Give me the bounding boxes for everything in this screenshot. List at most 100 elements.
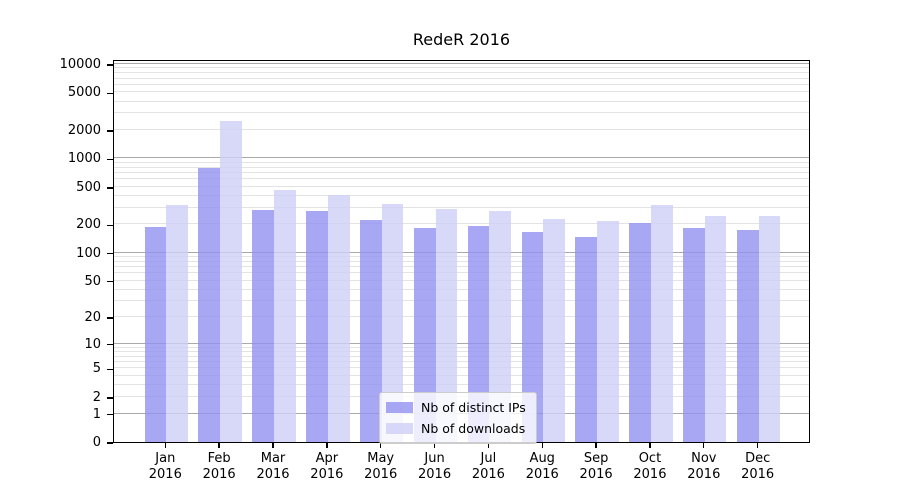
gridline-minor (114, 355, 809, 357)
y-tick-label-1: 1 (92, 406, 101, 422)
legend-item-downloads: Nb of downloads (386, 418, 526, 439)
chart-title: RedeR 2016 (412, 30, 511, 49)
bar-ips-jan (144, 227, 167, 442)
x-tick-mark (326, 443, 328, 448)
x-tick-label-dec: Dec 2016 (726, 451, 790, 483)
y-tick-label-2000: 2000 (67, 123, 101, 139)
gridline-major (114, 251, 809, 253)
gridline-minor (114, 178, 809, 180)
x-tick-year: 2016 (418, 467, 452, 482)
x-tick-label-mar: Mar 2016 (241, 451, 305, 483)
x-tick-month: Mar (260, 451, 286, 466)
y-tick-mark (107, 442, 113, 444)
x-tick-mark (380, 443, 382, 448)
gridline-minor (114, 83, 809, 85)
x-tick-mark (433, 443, 436, 448)
y-tick-label-1000: 1000 (67, 151, 101, 167)
x-tick-mark (756, 443, 759, 448)
y-tick-mark (107, 413, 113, 416)
bar-downloads-nov (704, 216, 727, 442)
gridline-minor (114, 100, 809, 102)
x-tick-year: 2016 (148, 467, 182, 482)
bar-downloads-dec (758, 215, 781, 442)
x-tick-month: Jan (155, 451, 176, 466)
y-tick-mark (107, 224, 113, 227)
gridline-minor (114, 384, 809, 386)
y-tick-label-2: 2 (92, 389, 101, 405)
x-tick-year: 2016 (579, 467, 613, 482)
x-tick-year: 2016 (364, 467, 398, 482)
bar-downloads-feb (220, 121, 242, 442)
y-tick-mark (107, 252, 113, 255)
gridline-minor (114, 223, 809, 225)
bar-ips-sep (575, 237, 598, 442)
x-tick-mark (649, 443, 651, 448)
gridline-minor (114, 206, 809, 208)
bar-ips-jul (467, 225, 490, 442)
plot-area: Nb of distinct IPs Nb of downloads (113, 60, 810, 444)
x-tick-mark (703, 443, 705, 448)
gridline-minor (114, 300, 809, 302)
gridline-major (114, 63, 809, 64)
bar-downloads-sep (597, 220, 619, 442)
y-tick-label-10000: 10000 (59, 57, 101, 72)
y-axis: 10000 5000 2000 1000 500 200 100 50 20 10 5 2 1 0 (0, 57, 113, 450)
gridline-minor (114, 195, 809, 197)
gridline-minor (114, 367, 809, 369)
bar-downloads-aug (543, 219, 565, 442)
x-tick-mark (541, 443, 543, 448)
gridline-minor (114, 272, 809, 274)
x-tick-year: 2016 (202, 467, 236, 482)
gridline-major (114, 342, 809, 344)
legend-swatch-ips (386, 402, 413, 413)
x-tick-month: Jul (480, 451, 497, 466)
x-tick-mark (487, 443, 490, 448)
y-tick-label-10: 10 (84, 336, 101, 352)
gridline-minor (114, 72, 809, 74)
x-tick-year: 2016 (256, 467, 290, 482)
gridline-minor (114, 316, 809, 318)
x-tick-month: Feb (207, 451, 231, 466)
bar-ips-oct (629, 223, 651, 442)
y-tick-mark (107, 130, 113, 132)
y-tick-mark (107, 158, 113, 161)
gridline-minor (114, 255, 809, 257)
x-tick-month: Aug (529, 451, 555, 466)
bar-ips-apr (306, 210, 328, 442)
bar-downloads-jun (435, 208, 458, 442)
y-tick-label-500: 500 (76, 179, 101, 195)
gridline-minor (114, 361, 809, 363)
x-tick-month: Sep (583, 451, 609, 466)
x-tick-year: 2016 (741, 467, 775, 482)
y-tick-label-50: 50 (84, 273, 101, 289)
gridline-minor (114, 67, 809, 69)
gridline-minor (114, 161, 809, 163)
x-tick-year: 2016 (471, 467, 505, 482)
bar-downloads-mar (274, 189, 296, 442)
bar-ips-dec (736, 229, 759, 442)
gridline-major (114, 157, 809, 159)
gridline-minor (114, 266, 809, 268)
x-tick-label-apr: Apr 2016 (295, 451, 359, 483)
x-tick-year: 2016 (687, 467, 721, 482)
x-tick-month: May (367, 451, 395, 466)
y-tick-mark (107, 317, 113, 319)
bar-downloads-oct (650, 205, 673, 442)
x-tick-label-feb: Feb 2016 (187, 451, 251, 483)
y-tick-label-20: 20 (84, 310, 101, 326)
legend-label-downloads: Nb of downloads (421, 421, 526, 436)
x-tick-label-sep: Sep 2016 (564, 451, 628, 483)
gridline-minor (114, 185, 809, 187)
bar-downloads-jan (166, 204, 188, 442)
bar-downloads-may (381, 203, 404, 442)
x-tick-mark (595, 443, 597, 448)
gridline-minor (114, 350, 809, 352)
x-tick-label-may: May 2016 (349, 451, 413, 483)
gridline-minor (114, 288, 809, 290)
x-axis: Jan 2016 Feb 2016 Mar 2016 Apr 2016 May 2016 Jun 20… (113, 443, 810, 493)
y-tick-label-200: 200 (76, 217, 101, 233)
y-tick-mark (107, 280, 113, 283)
bar-ips-jun (413, 227, 436, 442)
legend: Nb of distinct IPs Nb of downloads (379, 392, 537, 444)
x-tick-label-aug: Aug 2016 (510, 451, 574, 483)
